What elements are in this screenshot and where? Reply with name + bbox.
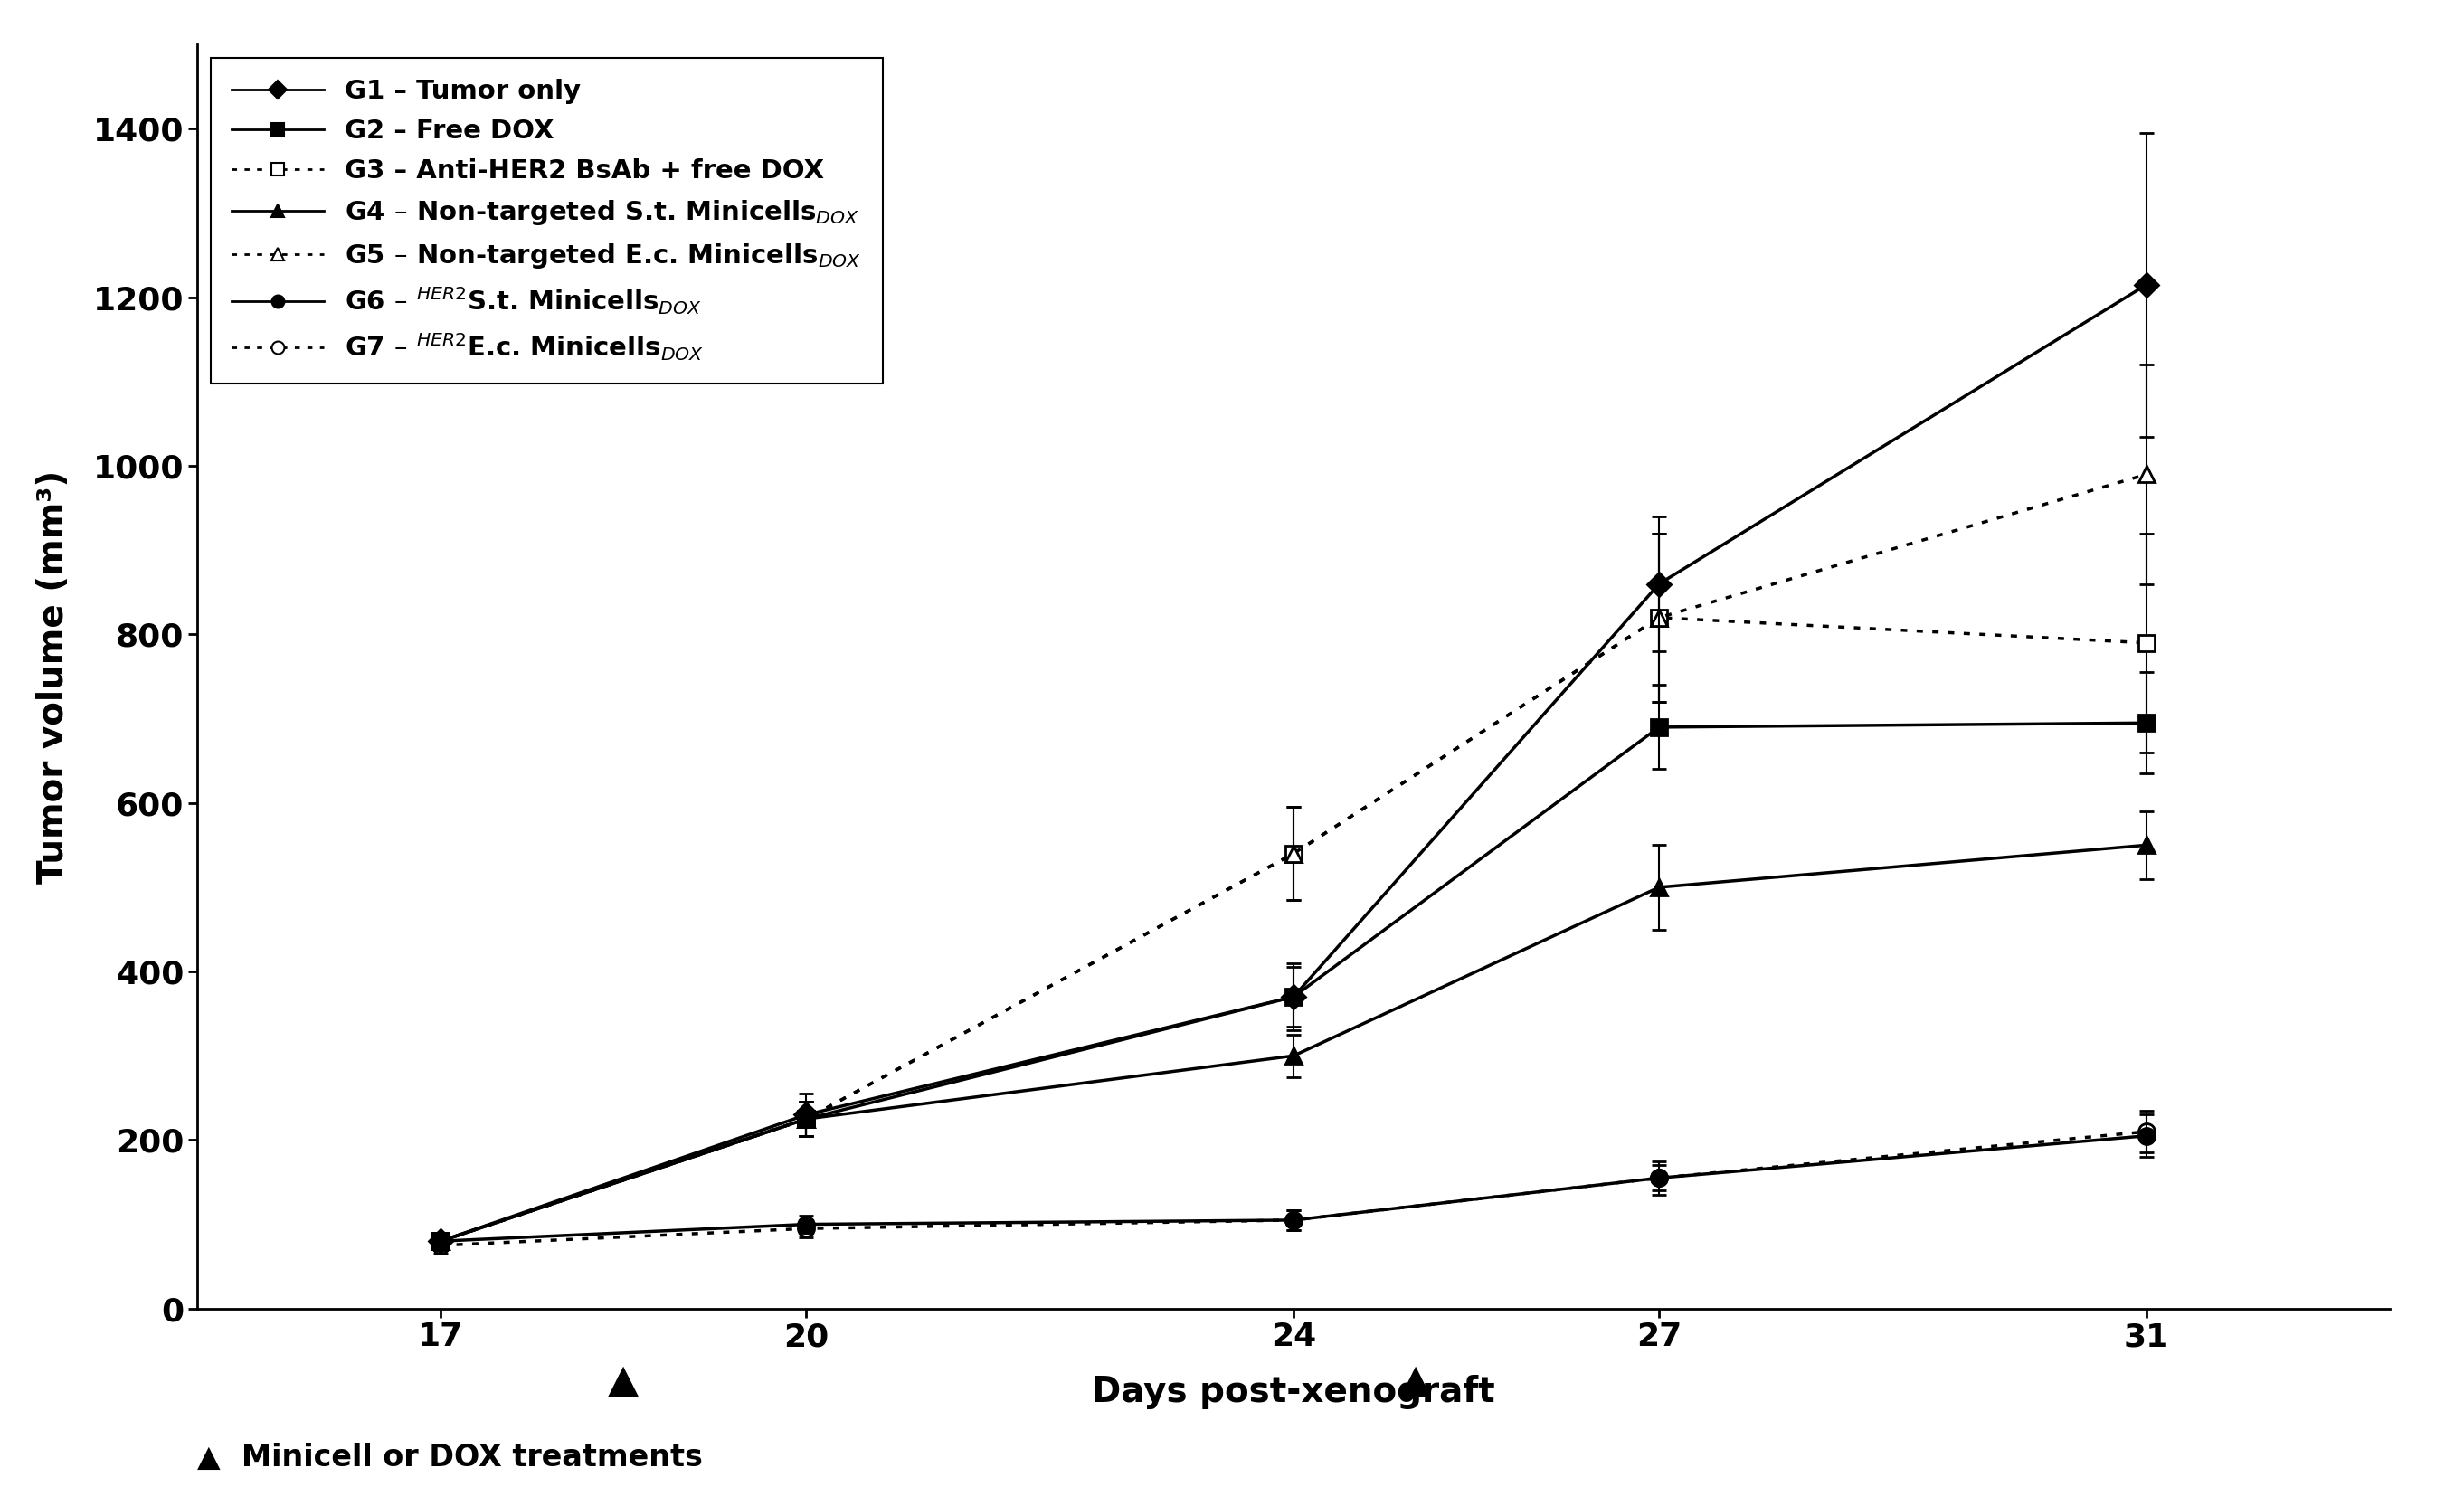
Y-axis label: Tumor volume (mm³): Tumor volume (mm³): [37, 470, 71, 883]
X-axis label: Days post-xenograft: Days post-xenograft: [1092, 1375, 1496, 1410]
Text: ▲: ▲: [609, 1361, 638, 1401]
Legend: G1 – Tumor only, G2 – Free DOX, G3 – Anti-HER2 BsAb + free DOX, G4 – Non-targete: G1 – Tumor only, G2 – Free DOX, G3 – Ant…: [209, 58, 882, 384]
Text: ▲  Minicell or DOX treatments: ▲ Minicell or DOX treatments: [197, 1442, 702, 1472]
Text: ▲: ▲: [1400, 1361, 1432, 1401]
